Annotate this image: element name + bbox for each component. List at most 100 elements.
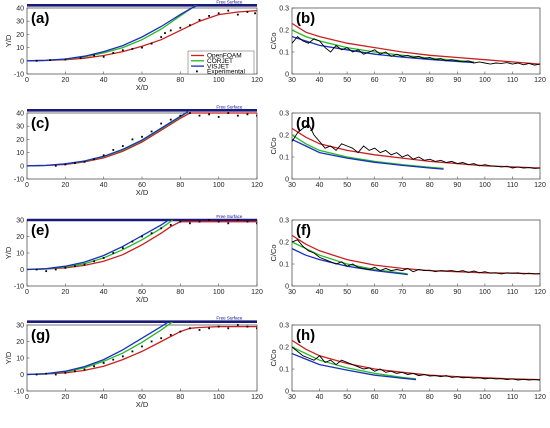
y-tick-label: 20 bbox=[16, 234, 24, 241]
legend-box bbox=[187, 50, 255, 75]
panel-label: (b) bbox=[296, 10, 315, 27]
experimental-point bbox=[121, 247, 124, 249]
experimental-point bbox=[179, 330, 182, 333]
panel-label: (a) bbox=[31, 10, 49, 27]
experimental-point bbox=[179, 114, 182, 117]
x-tick-label: 110 bbox=[507, 182, 518, 189]
y-tick-label: 0.3 bbox=[279, 6, 289, 13]
experimental-point bbox=[198, 114, 201, 117]
x-axis-label: X/D bbox=[136, 83, 149, 92]
experimental-point bbox=[93, 260, 95, 263]
experimental-point bbox=[102, 154, 105, 157]
plot-frame bbox=[291, 7, 541, 75]
x-tick-label: 110 bbox=[507, 394, 518, 401]
x-tick-label: 80 bbox=[176, 182, 184, 189]
experimental-point bbox=[112, 358, 115, 361]
series-group bbox=[292, 234, 540, 276]
panel-label: (h) bbox=[296, 327, 315, 344]
x-tick-label: 110 bbox=[507, 77, 518, 84]
experimental-point bbox=[227, 222, 230, 225]
y-tick-label: 20 bbox=[16, 32, 24, 39]
x-tick-label: 40 bbox=[316, 394, 324, 401]
experimental-point bbox=[35, 268, 38, 271]
x-tick-label: 90 bbox=[453, 77, 461, 84]
y-axis-label: C/Co bbox=[269, 244, 278, 261]
y-axis-label: C/Co bbox=[269, 349, 278, 366]
y-tick-label: 10 bbox=[16, 251, 24, 258]
x-axis-label: X/D bbox=[136, 295, 149, 304]
series-line-corjet bbox=[292, 346, 417, 380]
x-tick-label: 120 bbox=[251, 394, 263, 401]
experimental-point bbox=[160, 227, 163, 230]
series-line-visjet bbox=[27, 322, 170, 376]
experimental-point bbox=[169, 118, 172, 121]
experimental-point bbox=[141, 345, 143, 348]
experimental-point bbox=[64, 266, 67, 269]
y-tick-label: 30 bbox=[16, 124, 24, 131]
experimental-point bbox=[112, 252, 115, 254]
experimental-point bbox=[208, 327, 210, 330]
experimental-point bbox=[45, 372, 48, 375]
experimental-point bbox=[208, 113, 210, 116]
experimental-point bbox=[83, 263, 86, 266]
y-tick-label: 0.3 bbox=[279, 218, 289, 225]
panel-label: (c) bbox=[31, 115, 49, 132]
experimental-point bbox=[141, 235, 143, 238]
experimental-point bbox=[102, 362, 105, 364]
experimental-point bbox=[35, 59, 38, 62]
experimental-point bbox=[217, 325, 220, 328]
x-tick-label: 100 bbox=[479, 77, 491, 84]
experimental-point bbox=[150, 232, 153, 235]
x-tick-label: 120 bbox=[251, 289, 263, 296]
experimental-point bbox=[198, 220, 201, 223]
experimental-point bbox=[64, 163, 67, 166]
experimental-point bbox=[150, 42, 153, 45]
x-tick-label: 60 bbox=[138, 289, 146, 296]
plot-frame bbox=[291, 324, 541, 392]
y-tick-label: 0 bbox=[285, 72, 289, 79]
series-group bbox=[27, 111, 257, 167]
panel-label: (e) bbox=[31, 222, 49, 239]
y-tick-label: 40 bbox=[16, 6, 24, 13]
experimental-point bbox=[246, 113, 249, 116]
x-tick-label: 70 bbox=[398, 77, 406, 84]
experimental-point bbox=[256, 114, 257, 117]
experimental-point bbox=[236, 114, 239, 117]
plot-frame bbox=[26, 324, 258, 392]
x-tick-label: 80 bbox=[426, 182, 434, 189]
y-tick-label: 0.3 bbox=[279, 111, 289, 118]
y-tick-label: 0 bbox=[20, 372, 24, 379]
x-tick-label: 100 bbox=[479, 394, 491, 401]
experimental-point bbox=[189, 222, 191, 225]
x-tick-label: 40 bbox=[316, 289, 324, 296]
panel-1: 30 40 50 60 70 80 90 100 110 120 0 0.1 0.2 0.3 C/Co (b) bbox=[269, 6, 546, 85]
y-tick-label: 0.2 bbox=[279, 133, 289, 140]
experimental-point bbox=[121, 145, 124, 147]
x-tick-label: 120 bbox=[534, 182, 546, 189]
x-tick-label: 60 bbox=[138, 182, 146, 189]
experimental-point bbox=[83, 368, 86, 371]
experimental-point bbox=[102, 55, 105, 58]
experimental-point bbox=[141, 46, 143, 49]
experimental-point bbox=[45, 270, 48, 273]
panel-3: 30 40 50 60 70 80 90 100 110 120 0 0.1 0.2 0.3 C/Co (d) bbox=[269, 111, 546, 190]
y-tick-label: 30 bbox=[16, 218, 24, 225]
x-tick-label: 20 bbox=[61, 77, 69, 84]
x-tick-label: 40 bbox=[100, 394, 108, 401]
x-tick-label: 120 bbox=[534, 289, 546, 296]
y-axis-label: Y/D bbox=[4, 351, 13, 364]
x-tick-label: 120 bbox=[251, 182, 263, 189]
x-tick-label: 60 bbox=[371, 289, 379, 296]
x-tick-label: 90 bbox=[453, 289, 461, 296]
x-tick-label: 80 bbox=[176, 289, 184, 296]
experimental-point bbox=[189, 327, 191, 330]
series-group bbox=[292, 339, 540, 381]
series-line-visjet bbox=[27, 219, 170, 271]
experimental-point bbox=[217, 220, 220, 223]
experimental-point bbox=[169, 29, 172, 32]
panel-7: 30 40 50 60 70 80 90 100 110 120 0 0.1 0.2 0.3 C/Co (h) bbox=[269, 323, 546, 402]
x-tick-label: 30 bbox=[288, 394, 296, 401]
experimental-point bbox=[112, 51, 115, 54]
y-tick-label: 40 bbox=[16, 111, 24, 118]
